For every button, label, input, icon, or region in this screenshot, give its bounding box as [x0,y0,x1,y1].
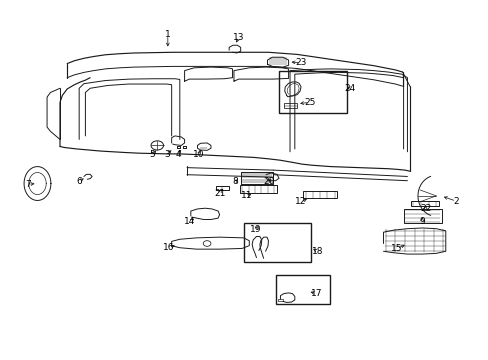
Text: 25: 25 [304,98,315,107]
Text: 4: 4 [175,150,181,159]
Text: 22: 22 [419,204,430,213]
Text: 18: 18 [311,247,323,256]
Text: 5: 5 [149,150,155,159]
Text: 10: 10 [192,150,204,159]
Text: 17: 17 [310,289,322,298]
Bar [303,191,337,198]
Bar [403,209,441,223]
Text: 7: 7 [25,180,31,189]
Bar [239,185,277,193]
Text: 11: 11 [241,192,252,201]
Text: 14: 14 [184,217,195,226]
Bar [278,298,282,301]
Text: 24: 24 [344,84,355,93]
Text: 21: 21 [213,189,225,198]
Text: 6: 6 [76,176,82,185]
Text: 12: 12 [294,197,305,206]
Text: 16: 16 [163,243,174,252]
Text: 13: 13 [232,33,244,42]
Text: 2: 2 [452,197,458,206]
Text: 20: 20 [263,177,275,186]
Text: 1: 1 [164,30,170,39]
Text: 23: 23 [295,58,306,67]
Text: 9: 9 [418,217,424,226]
Bar [276,275,329,304]
Bar [410,201,438,207]
Text: 8: 8 [232,177,237,186]
Bar [244,223,310,262]
Text: 15: 15 [390,244,402,253]
Bar [283,103,297,108]
Text: 3: 3 [163,150,169,159]
Bar [279,71,346,113]
Text: 19: 19 [250,225,261,234]
